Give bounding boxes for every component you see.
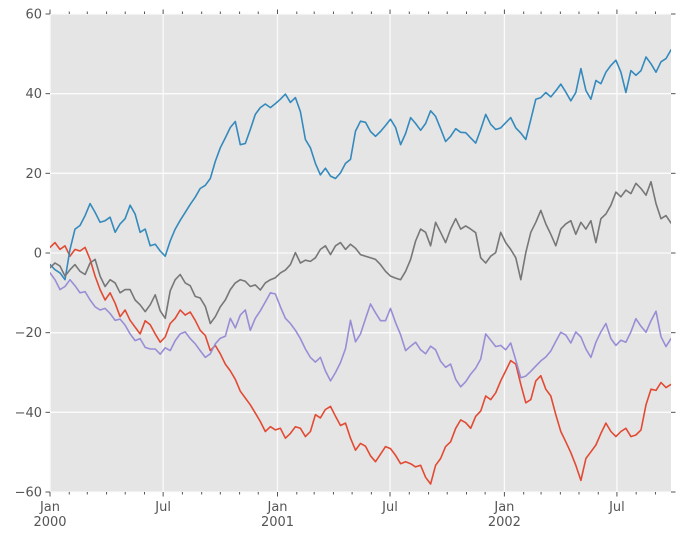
y-tick-label: 60	[25, 8, 42, 23]
x-tick-year-label: 2002	[488, 515, 521, 530]
x-tick-label: Jan	[266, 500, 287, 515]
y-tick-label: 0	[34, 247, 42, 262]
y-tick-label: −60	[15, 486, 42, 501]
x-tick-year-label: 2001	[261, 515, 294, 530]
y-tick-label: 40	[25, 87, 42, 102]
series-line-purple	[50, 272, 671, 388]
y-tick-label: −20	[15, 326, 42, 341]
y-tick-label: 20	[25, 167, 42, 182]
x-tick-label: Jan	[39, 500, 60, 515]
x-tick-label: Jul	[608, 500, 625, 515]
x-tick-label: Jul	[381, 500, 398, 515]
series-line-gray	[50, 180, 671, 325]
x-tick-label: Jan	[493, 500, 514, 515]
y-tick-label: −40	[15, 406, 42, 421]
series-line-blue	[50, 49, 671, 281]
x-tick-label: Jul	[154, 500, 171, 515]
series-line-red	[50, 241, 671, 485]
x-tick-year-label: 2000	[33, 515, 66, 530]
